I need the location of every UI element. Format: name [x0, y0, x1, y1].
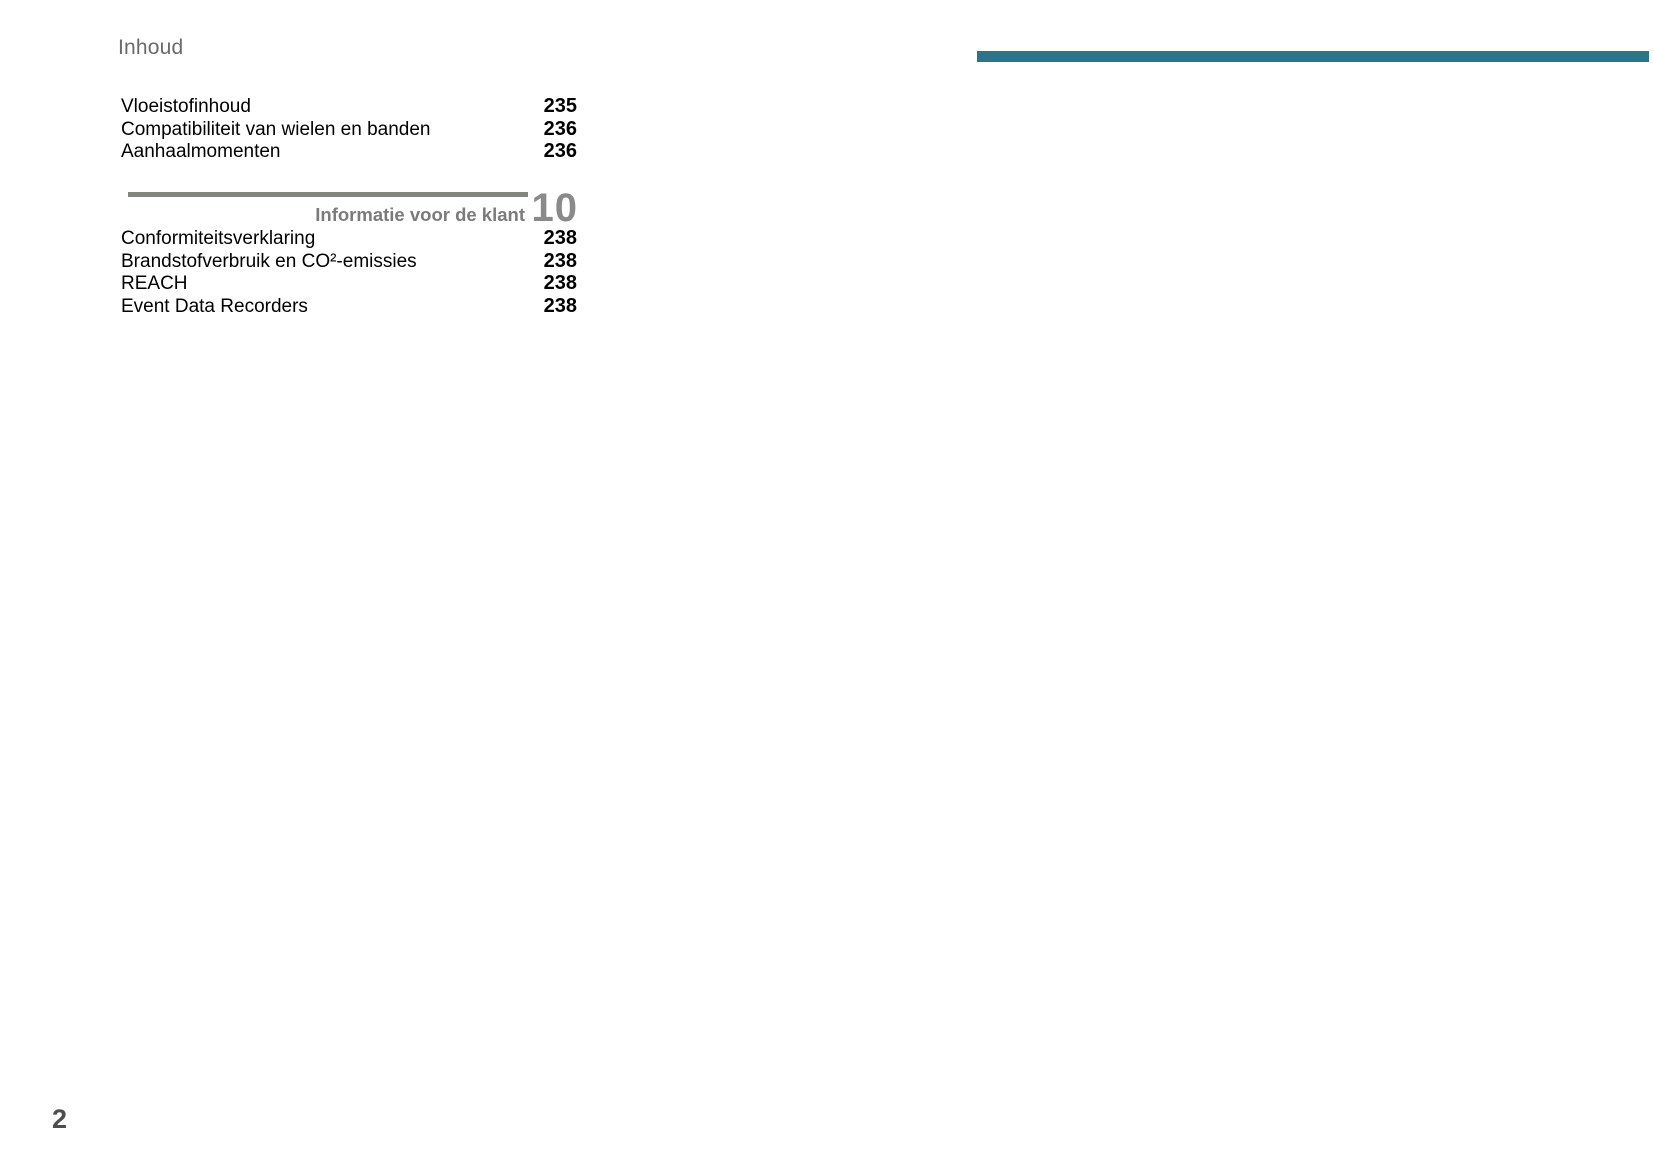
toc-entry-label: Brandstofverbruik en CO²-emissies — [121, 250, 417, 272]
toc-entry: Compatibiliteit van wielen en banden 236 — [121, 118, 577, 141]
toc-entry-page: 238 — [543, 249, 577, 272]
toc-entry-page: 236 — [543, 117, 577, 140]
toc-entry: Aanhaalmomenten 236 — [121, 140, 577, 163]
toc-section-1: Vloeistofinhoud 235 Compatibiliteit van … — [121, 95, 577, 163]
toc-entry-label: Compatibiliteit van wielen en banden — [121, 118, 431, 140]
toc-entry-label: Aanhaalmomenten — [121, 141, 281, 162]
toc-entry-label: REACH — [121, 273, 188, 294]
chapter-number: 10 — [531, 186, 578, 230]
page-number: 2 — [52, 1104, 68, 1134]
toc-entry: REACH 238 — [121, 272, 577, 295]
toc-entry-page: 235 — [543, 95, 577, 117]
toc-entry: Vloeistofinhoud 235 — [121, 95, 577, 118]
toc-section-2: Conformiteitsverklaring 238 Brandstofver… — [121, 227, 577, 317]
toc-entry-page: 238 — [543, 227, 577, 249]
toc-entry-page: 238 — [543, 294, 577, 317]
toc-entry: Brandstofverbruik en CO²-emissies 238 — [121, 250, 577, 273]
toc-entry-page: 238 — [543, 272, 577, 294]
toc-entry-label: Conformiteitsverklaring — [121, 228, 316, 249]
toc-entry-label: Event Data Recorders — [121, 295, 308, 317]
toc-entry: Event Data Recorders 238 — [121, 295, 577, 318]
toc-entry: Conformiteitsverklaring 238 — [121, 227, 577, 250]
chapter-title: Informatie voor de klant — [315, 204, 525, 225]
toc-entry-page: 236 — [543, 140, 577, 162]
accent-bar — [977, 51, 1649, 62]
chapter-divider-rule — [128, 192, 528, 197]
toc-entry-label: Vloeistofinhoud — [121, 96, 251, 117]
page-title: Inhoud — [118, 36, 184, 59]
